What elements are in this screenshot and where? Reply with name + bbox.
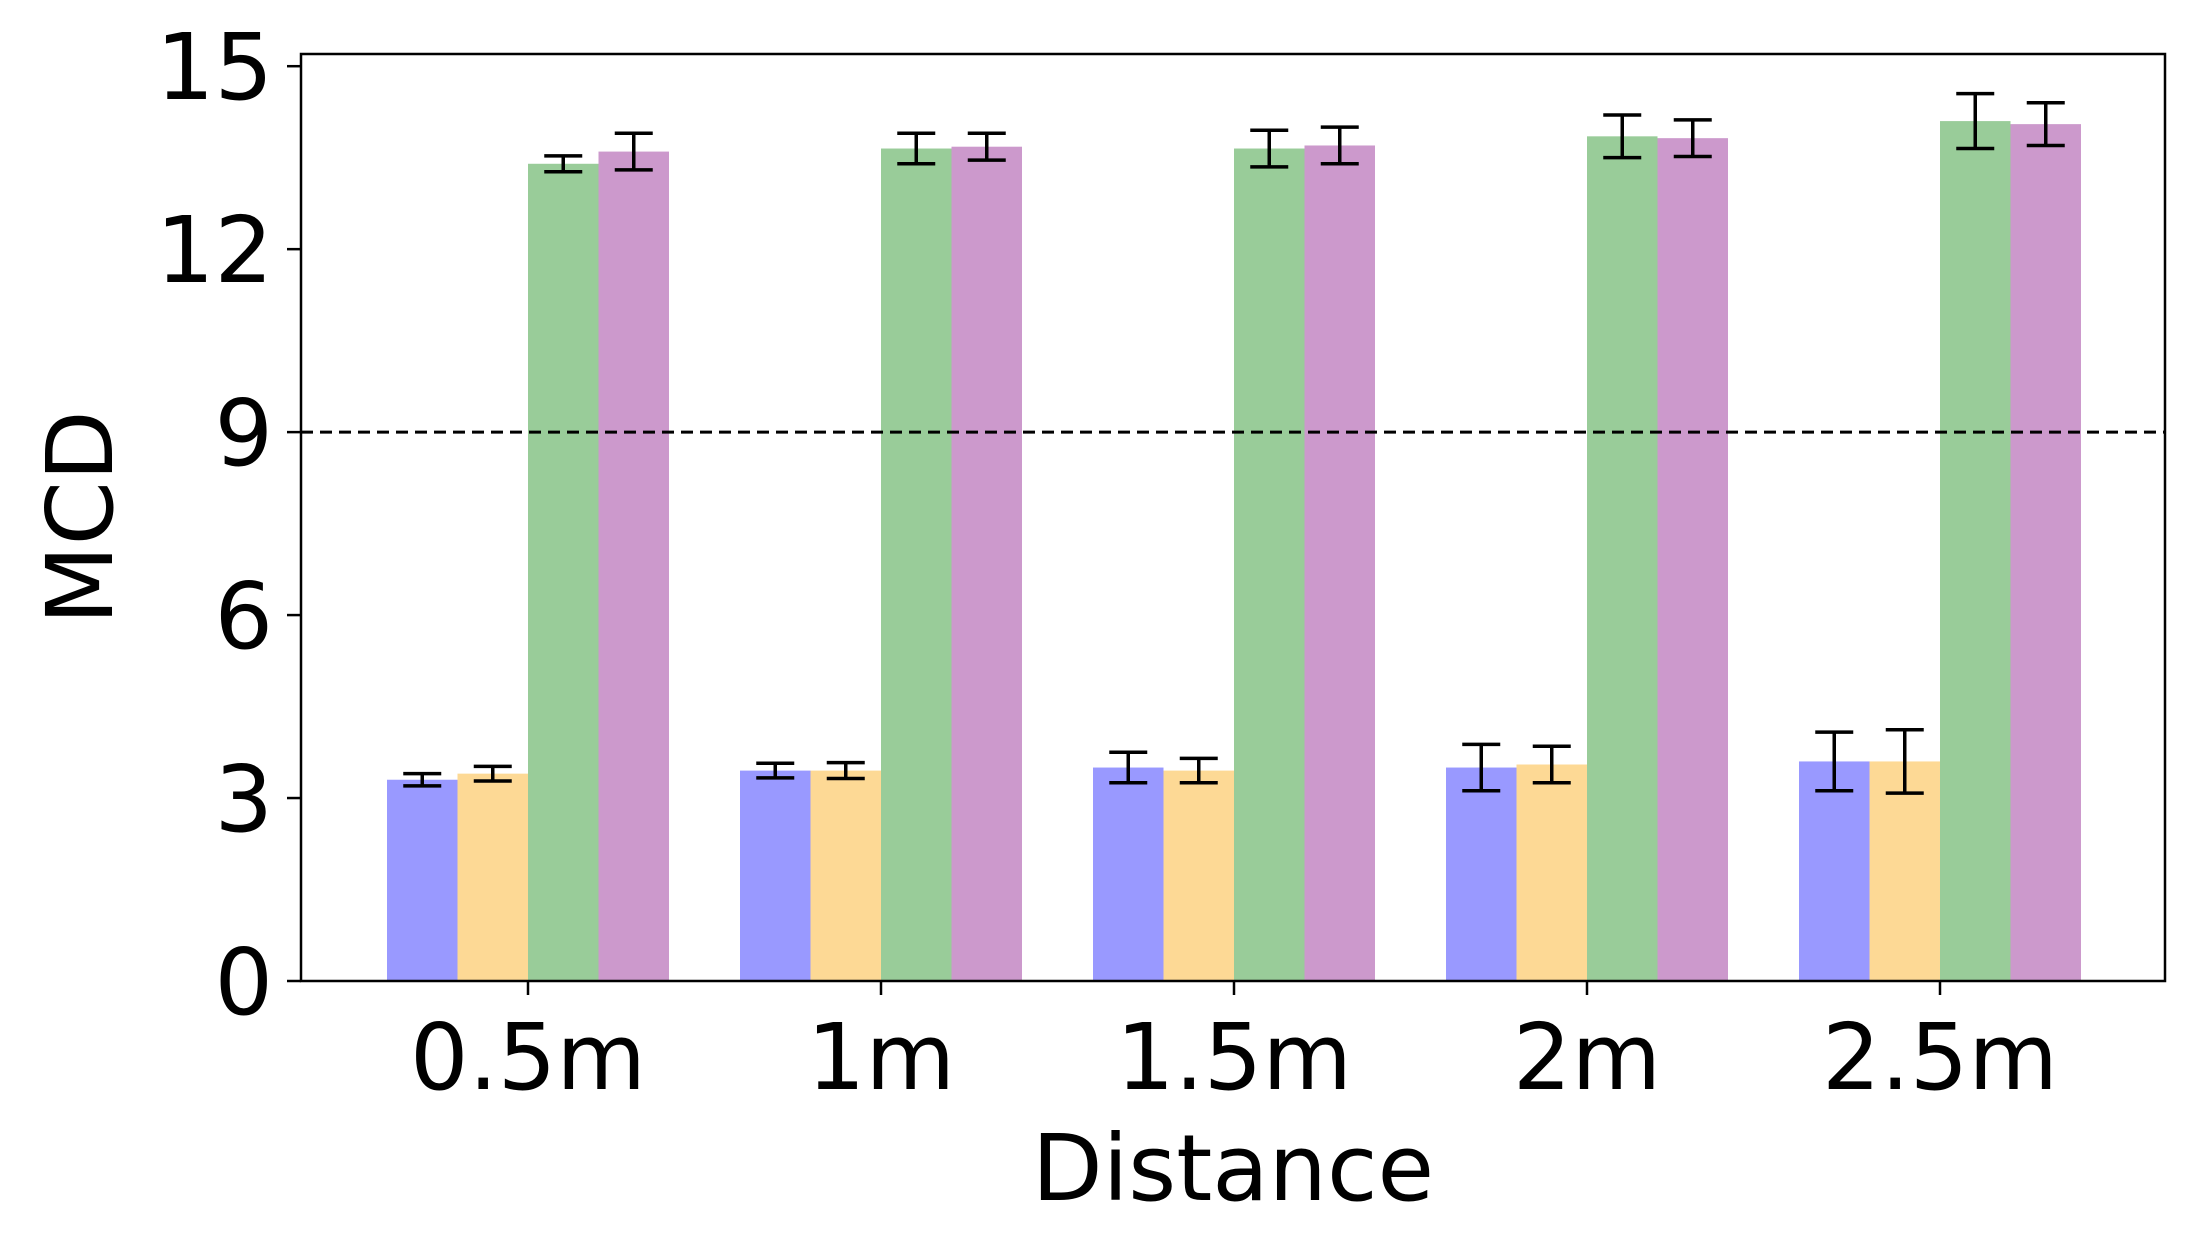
x-tick-label: 2.5m bbox=[1822, 1004, 2058, 1111]
y-tick-label: 0 bbox=[214, 929, 273, 1036]
bar-s3-2.5m bbox=[1940, 121, 2011, 982]
y-tick-label: 9 bbox=[214, 380, 273, 487]
y-axis: 0 3 6 9 12 15 bbox=[156, 14, 301, 1036]
error-bar-s1-1.5m bbox=[1109, 750, 1148, 785]
bar-s3-1m bbox=[881, 148, 952, 981]
bars-layer bbox=[387, 121, 2081, 982]
bar-s2-2.5m bbox=[1869, 761, 1940, 981]
error-bar-s2-0.5m bbox=[473, 764, 512, 783]
error-bar-s2-2.5m bbox=[1885, 727, 1924, 795]
error-bar-s4-2.5m bbox=[2026, 101, 2065, 148]
bar-s4-0.5m bbox=[598, 151, 669, 981]
error-bar-s1-0.5m bbox=[403, 771, 442, 788]
error-bar-s1-2.5m bbox=[1815, 730, 1854, 793]
y-tick-label: 15 bbox=[156, 14, 273, 121]
error-bar-s2-1m bbox=[826, 760, 865, 781]
error-bar-s3-1m bbox=[897, 131, 936, 166]
bar-s1-1m bbox=[740, 770, 811, 981]
bar-s1-1.5m bbox=[1093, 767, 1164, 981]
y-tick-label: 12 bbox=[156, 197, 273, 304]
error-bar-s4-0.5m bbox=[614, 131, 653, 172]
bar-s1-0.5m bbox=[387, 779, 458, 981]
bar-s3-2m bbox=[1587, 136, 1658, 982]
x-tick-label: 1.5m bbox=[1116, 1004, 1352, 1111]
x-tick-label: 0.5m bbox=[410, 1004, 646, 1111]
bar-s4-2m bbox=[1657, 138, 1728, 981]
bar-s2-0.5m bbox=[457, 773, 528, 981]
bar-s2-2m bbox=[1516, 764, 1587, 981]
bar-s4-2.5m bbox=[2010, 124, 2081, 981]
x-axis: 0.5m 1m 1.5m 2m 2.5m bbox=[410, 981, 2058, 1111]
error-bar-s2-1.5m bbox=[1179, 756, 1218, 785]
y-tick-label: 6 bbox=[214, 563, 273, 670]
error-bar-s4-1m bbox=[967, 131, 1006, 162]
bar-s1-2.5m bbox=[1799, 761, 1870, 981]
error-bar-s3-2m bbox=[1603, 113, 1642, 160]
bar-s2-1.5m bbox=[1163, 770, 1234, 981]
bar-s4-1m bbox=[951, 146, 1022, 981]
error-bar-s3-1.5m bbox=[1250, 128, 1289, 169]
y-axis-title: MCD bbox=[27, 410, 134, 624]
bar-s3-1.5m bbox=[1234, 148, 1305, 981]
error-bar-s3-2.5m bbox=[1956, 91, 1995, 151]
x-tick-label: 2m bbox=[1513, 1004, 1661, 1111]
bar-s3-0.5m bbox=[528, 163, 599, 982]
error-bar-s1-2m bbox=[1462, 742, 1501, 793]
x-tick-label: 1m bbox=[807, 1004, 955, 1111]
y-tick-label: 3 bbox=[214, 746, 273, 853]
error-bar-s4-2m bbox=[1673, 118, 1712, 159]
bar-s1-2m bbox=[1446, 767, 1517, 981]
x-axis-title: Distance bbox=[1032, 1115, 1434, 1222]
error-bar-s2-2m bbox=[1532, 744, 1571, 785]
bar-s2-1m bbox=[810, 770, 881, 981]
bar-s4-1.5m bbox=[1304, 145, 1375, 981]
error-bar-s1-1m bbox=[756, 761, 795, 780]
error-bars-layer bbox=[403, 91, 2065, 795]
error-bar-s4-1.5m bbox=[1320, 125, 1359, 166]
error-bar-s3-0.5m bbox=[544, 154, 583, 174]
